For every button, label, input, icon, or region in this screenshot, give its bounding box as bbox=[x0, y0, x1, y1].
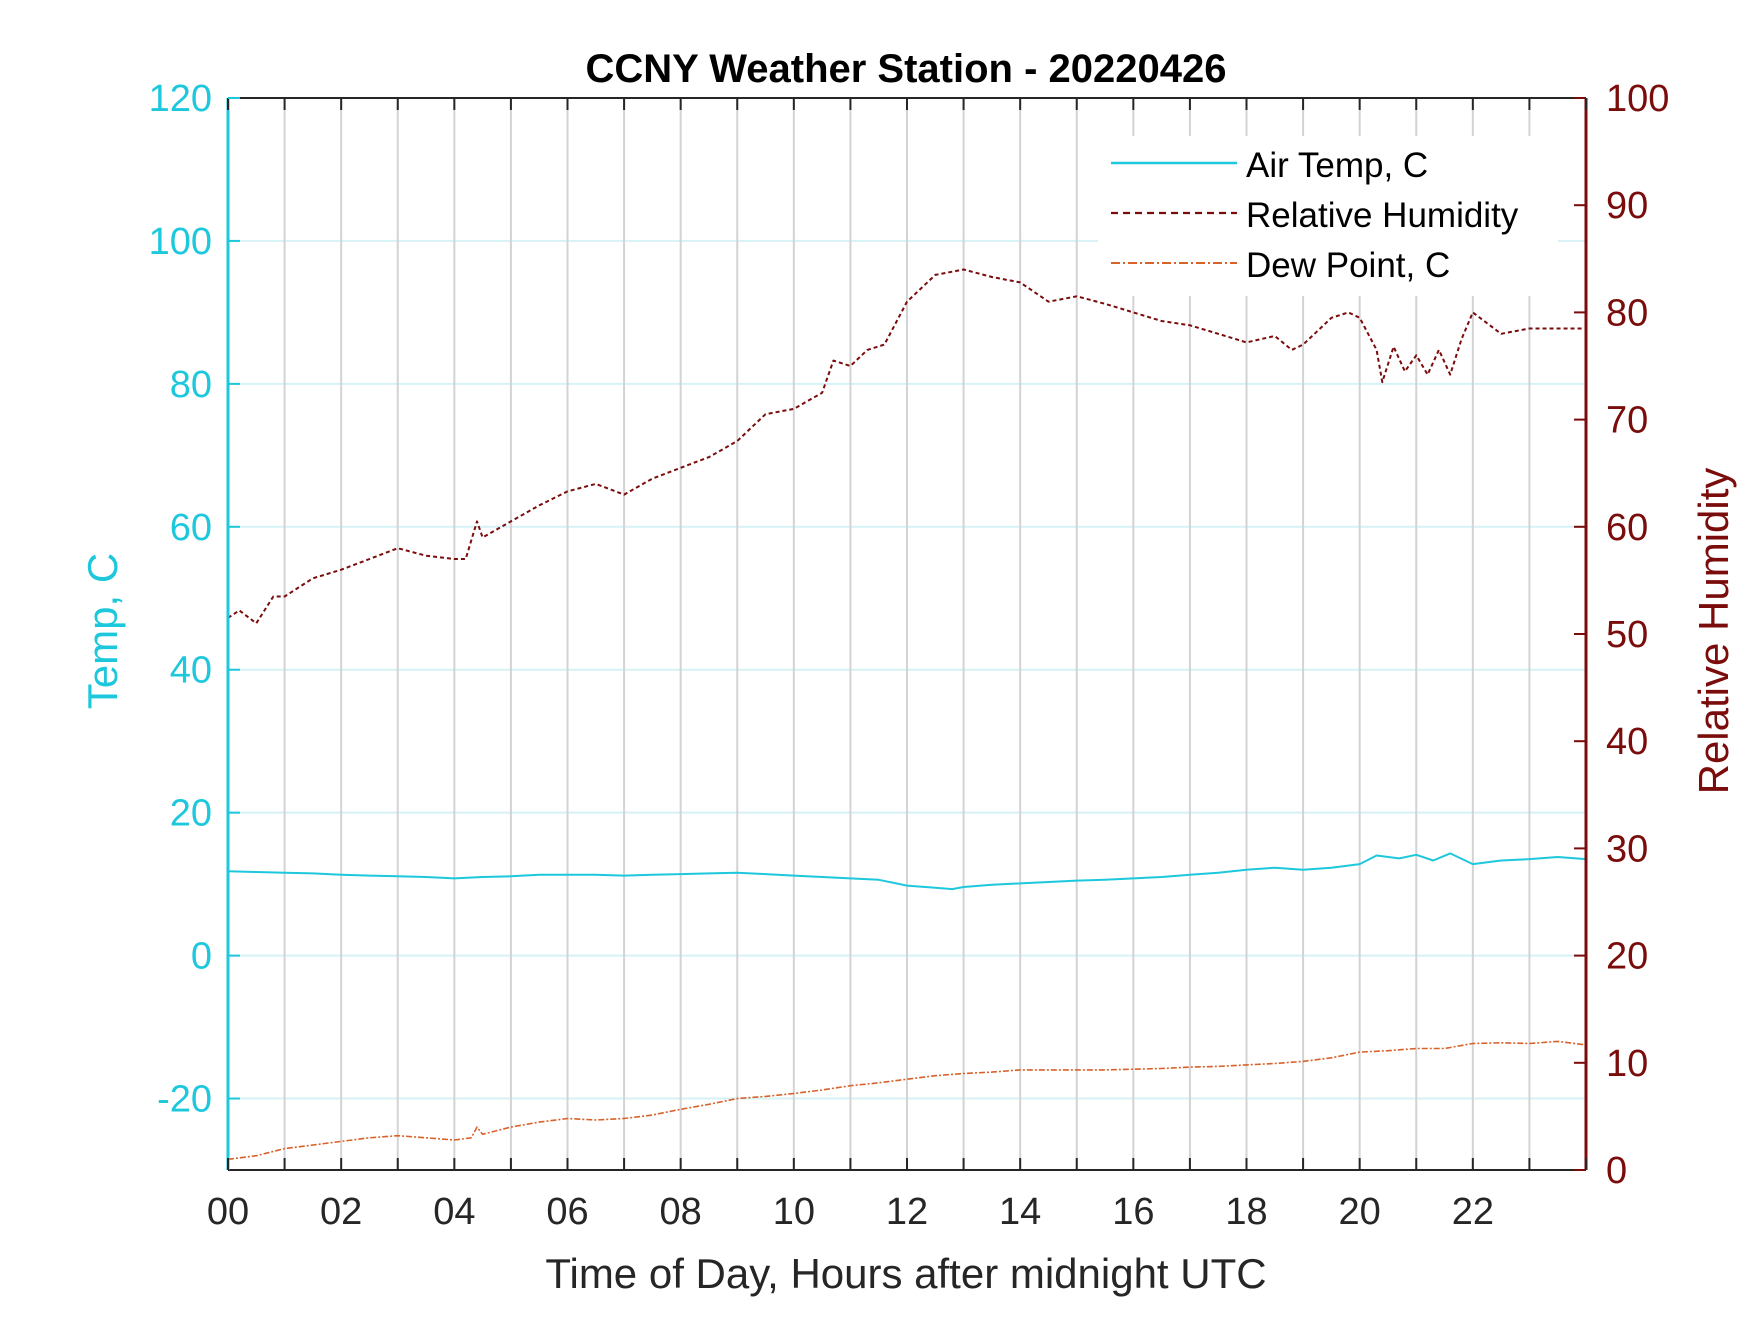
y-right-tick-label: 80 bbox=[1606, 292, 1648, 334]
series-layer bbox=[227, 268, 1587, 1161]
y-axis-right-label: Relative Humidity bbox=[1690, 468, 1737, 795]
legend: Air Temp, C Relative Humidity Dew Point,… bbox=[1098, 136, 1558, 296]
y-right-tick-label: 70 bbox=[1606, 400, 1648, 442]
x-tick-label: 10 bbox=[773, 1191, 815, 1233]
y-right-tick-label: 50 bbox=[1606, 614, 1648, 656]
x-tick-label: 06 bbox=[546, 1191, 588, 1233]
y-left-tick-label: 100 bbox=[149, 221, 212, 263]
x-tick-label: 12 bbox=[886, 1191, 928, 1233]
series-line-air-temp bbox=[227, 852, 1587, 891]
x-axis-label: Time of Day, Hours after midnight UTC bbox=[545, 1250, 1266, 1297]
series-line-humidity bbox=[227, 268, 1586, 625]
y-axis-left-label: Temp, C bbox=[79, 553, 126, 709]
x-tick-label: 02 bbox=[320, 1191, 362, 1233]
y-left-tick-label: 80 bbox=[170, 364, 212, 406]
x-tick-label: 04 bbox=[433, 1191, 475, 1233]
y-right-tick-label: 60 bbox=[1606, 507, 1648, 549]
x-tick-label: 22 bbox=[1452, 1191, 1494, 1233]
x-tick-label: 14 bbox=[999, 1191, 1041, 1233]
y-right-tick-label: 100 bbox=[1606, 78, 1669, 120]
chart-title: CCNY Weather Station - 20220426 bbox=[586, 47, 1227, 91]
axes-layer: 00 02 04 06 08 10 12 14 16 18 20 22-200204060801001… bbox=[149, 78, 1670, 1233]
x-tick-label: 00 bbox=[207, 1191, 249, 1233]
y-right-tick-label: 90 bbox=[1606, 185, 1648, 227]
legend-label-humidity: Relative Humidity bbox=[1246, 196, 1519, 235]
y-left-tick-label: 20 bbox=[170, 793, 212, 835]
x-tick-label: 16 bbox=[1112, 1191, 1154, 1233]
y-left-tick-label: -20 bbox=[157, 1079, 212, 1121]
x-tick-label: 18 bbox=[1225, 1191, 1267, 1233]
y-left-tick-label: 60 bbox=[170, 507, 212, 549]
legend-label-dew-point: Dew Point, C bbox=[1246, 246, 1450, 285]
series-line-dew-point bbox=[227, 1040, 1587, 1161]
y-right-tick-label: 40 bbox=[1606, 721, 1648, 763]
y-right-tick-label: 30 bbox=[1606, 828, 1648, 870]
y-right-tick-label: 10 bbox=[1606, 1043, 1648, 1085]
y-left-tick-label: 40 bbox=[170, 650, 212, 692]
y-right-tick-label: 20 bbox=[1606, 936, 1648, 978]
x-tick-label: 08 bbox=[660, 1191, 702, 1233]
legend-label-air-temp: Air Temp, C bbox=[1246, 146, 1428, 185]
y-left-tick-label: 120 bbox=[149, 78, 212, 120]
x-tick-label: 20 bbox=[1339, 1191, 1381, 1233]
y-right-tick-label: 0 bbox=[1606, 1150, 1627, 1192]
y-left-tick-label: 0 bbox=[191, 936, 212, 978]
